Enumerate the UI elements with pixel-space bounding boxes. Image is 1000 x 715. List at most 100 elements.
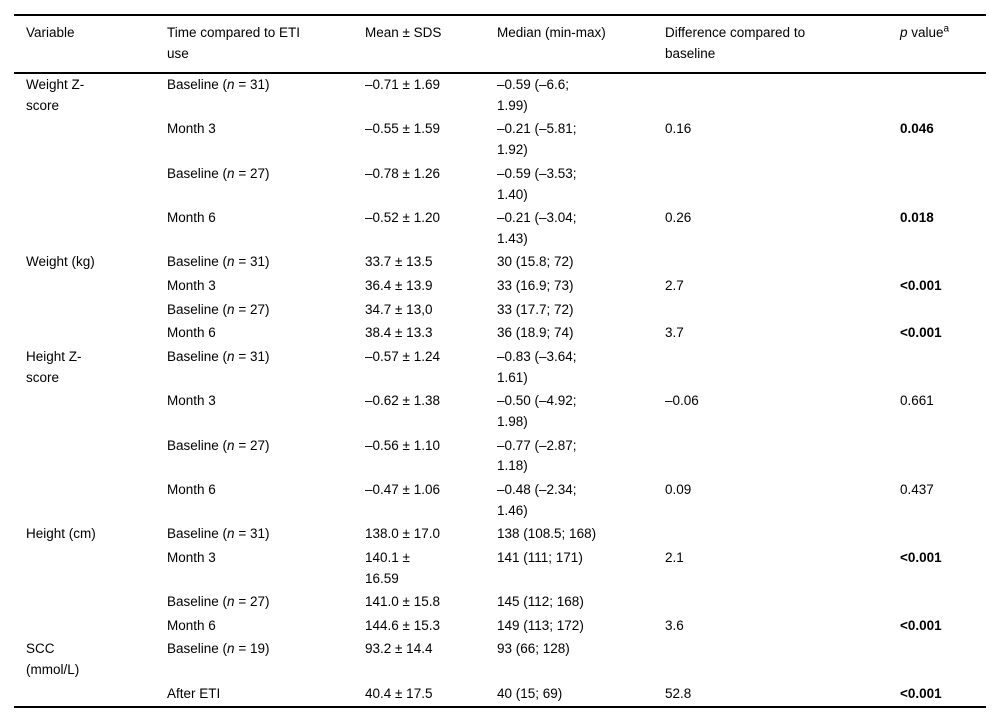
cell-median: 36 (18.9; 74)	[497, 325, 574, 341]
cell-variable: Height Z- score	[26, 348, 82, 385]
cell-mean: 140.1 ± 16.59	[365, 549, 410, 586]
cell-difference: 2.7	[665, 278, 684, 294]
cell-difference: 3.7	[665, 325, 684, 341]
cell-p: <0.001	[900, 617, 942, 633]
cell-difference: 0.16	[665, 121, 692, 137]
cell-median: –0.50 (–4.92; 1.98)	[497, 393, 577, 429]
table-row: Baseline (n = 27) 34.7 ± 13,0 33 (17.7; 72…	[14, 298, 986, 322]
cell-mean: 36.4 ± 13.9	[365, 278, 433, 294]
table-row: Weight (kg) Baseline (n = 31) 33.7 ± 13.5 3…	[14, 251, 986, 275]
cell-mean: –0.55 ± 1.59	[365, 121, 440, 137]
cell-median: –0.21 (–5.81; 1.92)	[497, 121, 577, 158]
cell-p: <0.001	[900, 278, 942, 294]
cell-median: –0.21 (–3.04; 1.43)	[497, 210, 577, 246]
cell-p	[900, 298, 986, 322]
cell-variable	[14, 162, 167, 206]
cell-difference: 52.8	[665, 685, 692, 701]
cell-variable	[14, 479, 167, 523]
cell-time: Baseline (n = 27)	[167, 437, 270, 453]
cell-p: <0.001	[900, 549, 942, 565]
cell-p	[900, 638, 986, 682]
cell-variable	[14, 322, 167, 346]
table-row: Height Z- score Baseline (n = 31) –0.57 ± …	[14, 345, 986, 389]
cell-time: Baseline (n = 31)	[167, 254, 270, 270]
cell-difference: –0.06	[665, 393, 699, 409]
cell-difference	[665, 251, 900, 275]
cell-variable: SCC (mmol/L)	[26, 641, 80, 678]
cell-time: Month 6	[167, 210, 216, 226]
column-header-median: Median (min-max)	[497, 15, 665, 74]
cell-p	[900, 162, 986, 206]
cell-time: Baseline (n = 31)	[167, 526, 270, 542]
cell-p	[900, 345, 986, 389]
table-row: Baseline (n = 27) –0.56 ± 1.10 –0.77 (–2.8…	[14, 434, 986, 478]
cell-variable: Weight (kg)	[26, 254, 95, 270]
cell-p: 0.018	[900, 210, 934, 226]
cell-time: Month 3	[167, 278, 216, 294]
cell-difference: 2.1	[665, 549, 684, 565]
cell-mean: 141.0 ± 15.8	[365, 594, 440, 610]
cell-difference: 0.09	[665, 481, 692, 497]
cell-mean: –0.78 ± 1.26	[365, 165, 440, 181]
cell-difference	[665, 591, 900, 615]
cell-mean: –0.47 ± 1.06	[365, 481, 440, 497]
cell-p	[900, 251, 986, 275]
cell-p	[900, 591, 986, 615]
cell-variable: Weight Z- score	[26, 76, 85, 113]
table-header: Variable Time compared to ETI use Mean ±…	[14, 15, 986, 74]
column-header-variable: Variable	[14, 15, 167, 74]
cell-median: –0.59 (–6.6; 1.99)	[497, 76, 570, 113]
cell-median: 145 (112; 168)	[497, 594, 584, 610]
cell-time: Month 6	[167, 325, 216, 341]
cell-median: 141 (111; 171)	[497, 549, 583, 565]
cell-mean: –0.57 ± 1.24	[365, 348, 440, 364]
column-header-time: Time compared to ETI use	[167, 15, 365, 74]
cell-p	[900, 523, 986, 547]
cell-mean: 38.4 ± 13.3	[365, 325, 433, 341]
cell-variable	[14, 275, 167, 299]
cell-time: Month 6	[167, 617, 216, 633]
column-header-p-value: p valuea	[900, 15, 986, 74]
table-row: Month 6 144.6 ± 15.3 149 (113; 172) 3.6 <0.0…	[14, 614, 986, 638]
table-row: Month 3 –0.55 ± 1.59 –0.21 (–5.81; 1.92) 0.…	[14, 118, 986, 162]
table-row: Month 6 –0.47 ± 1.06 –0.48 (–2.34; 1.46) 0.…	[14, 479, 986, 523]
cell-variable	[14, 434, 167, 478]
cell-variable	[14, 614, 167, 638]
cell-difference	[665, 523, 900, 547]
cell-median: 93 (66; 128)	[497, 641, 570, 657]
cell-median: 149 (113; 172)	[497, 617, 584, 633]
cell-time: Baseline (n = 27)	[167, 594, 270, 610]
cell-difference	[665, 73, 900, 118]
table-row: Baseline (n = 27) 141.0 ± 15.8 145 (112; 1…	[14, 591, 986, 615]
cell-variable	[14, 390, 167, 434]
cell-p: 0.046	[900, 121, 934, 137]
cell-p: <0.001	[900, 325, 942, 341]
table-row: Month 6 38.4 ± 13.3 36 (18.9; 74) 3.7 <0.001	[14, 322, 986, 346]
cell-median: –0.83 (–3.64; 1.61)	[497, 348, 577, 385]
cell-median: –0.59 (–3.53; 1.40)	[497, 165, 577, 202]
cell-median: –0.48 (–2.34; 1.46)	[497, 481, 577, 518]
cell-time: Baseline (n = 27)	[167, 301, 270, 317]
table-row: Month 3 –0.62 ± 1.38 –0.50 (–4.92; 1.98) –0…	[14, 390, 986, 434]
table-row: Month 3 140.1 ± 16.59 141 (111; 171) 2.1 <0.…	[14, 546, 986, 590]
cell-mean: –0.62 ± 1.38	[365, 393, 440, 409]
results-table: Variable Time compared to ETI use Mean ±…	[14, 14, 986, 708]
header-row: Variable Time compared to ETI use Mean ±…	[14, 15, 986, 74]
column-header-mean: Mean ± SDS	[365, 15, 497, 74]
cell-p	[900, 73, 986, 118]
cell-variable	[14, 298, 167, 322]
cell-mean: –0.71 ± 1.69	[365, 76, 440, 92]
cell-median: 33 (16.9; 73)	[497, 278, 574, 294]
cell-time: Baseline (n = 27)	[167, 165, 270, 181]
cell-median: 40 (15; 69)	[497, 685, 563, 701]
cell-time: Baseline (n = 31)	[167, 76, 270, 92]
cell-time: After ETI	[167, 685, 221, 701]
cell-difference	[665, 638, 900, 682]
cell-time: Month 3	[167, 121, 216, 137]
cell-mean: 40.4 ± 17.5	[365, 685, 433, 701]
table-row: After ETI 40.4 ± 17.5 40 (15; 69) 52.8 <0.00…	[14, 682, 986, 707]
cell-median: 138 (108.5; 168)	[497, 526, 597, 542]
cell-difference	[665, 162, 900, 206]
cell-time: Month 6	[167, 481, 216, 497]
cell-variable	[14, 591, 167, 615]
